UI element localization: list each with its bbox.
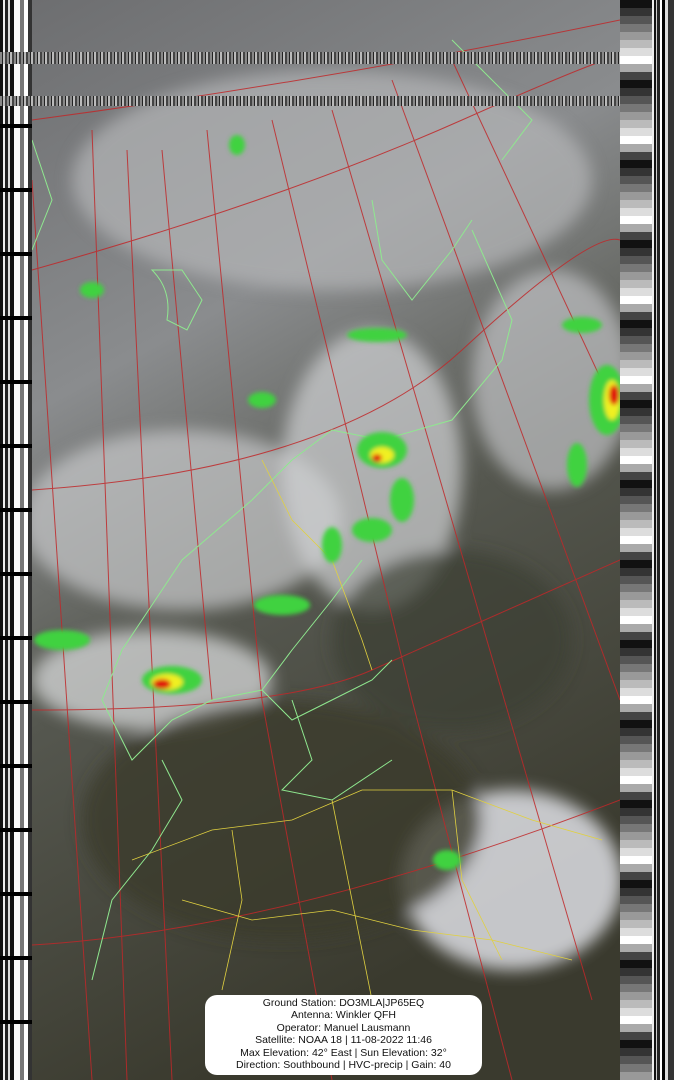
borders — [131, 459, 603, 1001]
elevation-text: Max Elevation: 42° East | Sun Elevation:… — [240, 1046, 447, 1059]
precipitation — [34, 135, 620, 870]
noise-line — [0, 52, 674, 64]
ground-station-text: Ground Station: DO3MLA|JP65EQ — [262, 997, 425, 1009]
sync-strip-right — [652, 0, 674, 1080]
satellite-text: Satellite: NOAA 18 | 11-08-2022 11:46 — [255, 1034, 432, 1047]
noise-line — [0, 96, 674, 106]
map-image — [32, 0, 620, 1080]
info-box: Ground Station: DO3MLA|JP65EQ Antenna: W… — [205, 995, 482, 1075]
lat-lon-grid — [32, 19, 620, 1080]
sync-markers — [0, 0, 32, 1080]
operator-text: Operator: Manuel Lausmann — [276, 1021, 411, 1034]
direction-text: Direction: Southbound | HVC-precip | Gai… — [236, 1059, 451, 1072]
antenna-text: Antenna: Winkler QFH — [290, 1009, 397, 1022]
telemetry-strip — [620, 0, 652, 1080]
